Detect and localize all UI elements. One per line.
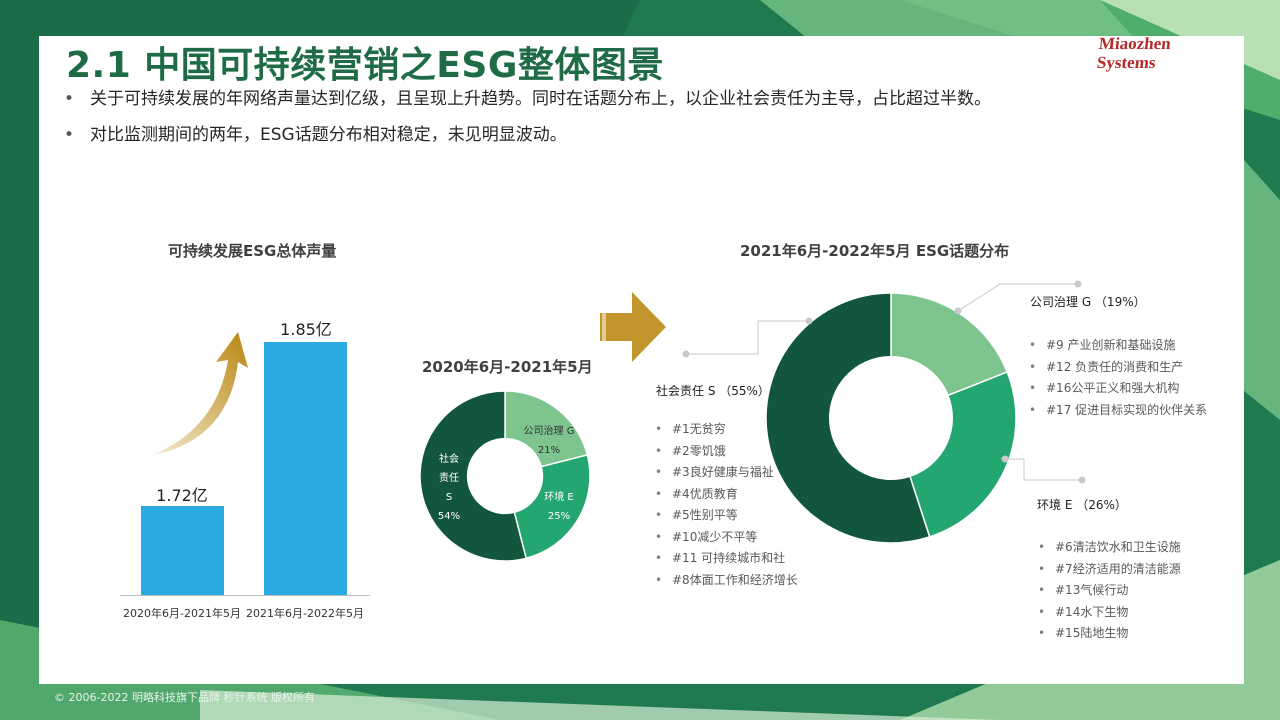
list-item: #16公平正义和强大机构 — [1028, 378, 1207, 400]
list-item: #13气候行动 — [1037, 580, 1181, 602]
governance-category-title: 公司治理 G （19%） — [1030, 295, 1146, 309]
social-category-title: 社会责任 S （55%） — [656, 384, 770, 398]
social-slice — [765, 292, 931, 544]
x-axis — [120, 595, 370, 596]
environment-label-line: 环境 E — [544, 492, 574, 503]
list-item: #10减少不平等 — [654, 527, 798, 549]
small-donut-chart — [419, 390, 591, 562]
environment-slice — [513, 453, 591, 560]
list-item: #3良好健康与福祉 — [654, 462, 798, 484]
list-item: #8体面工作和经济增长 — [654, 570, 798, 592]
environment-items: #6清洁饮水和卫生设施 #7经济适用的清洁能源 #13气候行动 #14水下生物 … — [1037, 537, 1181, 645]
summary-bullets: 关于可持续发展的年网络声量达到亿级，且呈现上升趋势。同时在话题分布上，以企业社会… — [62, 88, 991, 160]
bullet-item: 对比监测期间的两年，ESG话题分布相对稳定，未见明显波动。 — [62, 124, 991, 146]
social-slice — [419, 390, 528, 562]
logo-line-1: Miaozhen — [1098, 34, 1172, 53]
list-item: #5性别平等 — [654, 505, 798, 527]
large-donut-chart — [765, 292, 1017, 544]
copyright-footer: © 2006-2022 明略科技旗下品牌 秒针系统 版权所有 — [54, 691, 315, 704]
governance-label-line: 公司治理 G — [523, 426, 575, 437]
governance-label: 公司治理 G 21% — [518, 422, 580, 460]
bar-chart-title: 可持续发展ESG总体声量 — [168, 242, 337, 260]
list-item: #14水下生物 — [1037, 602, 1181, 624]
list-item: #1无贫穷 — [654, 419, 798, 441]
list-item: #12 负责任的消费和生产 — [1028, 357, 1207, 379]
bar-value-label: 1.85亿 — [280, 320, 332, 339]
governance-slice — [504, 390, 589, 468]
governance-items: #9 产业创新和基础设施 #12 负责任的消费和生产 #16公平正义和强大机构 … — [1028, 335, 1207, 421]
x-tick-label: 2020年6月-2021年5月 — [123, 607, 241, 620]
bar-2020-2021 — [141, 506, 224, 595]
social-label-line: 责任 — [439, 473, 459, 484]
social-label-line: S — [445, 492, 453, 503]
governance-slice — [890, 292, 1009, 397]
social-label-line: 社会 — [439, 454, 459, 465]
environment-slice — [908, 371, 1017, 538]
list-item: #6清洁饮水和卫生设施 — [1037, 537, 1181, 559]
miaozhen-logo: Miaozhen Systems — [1096, 34, 1174, 72]
environment-label: 环境 E 25% — [536, 488, 582, 526]
social-label: 社会 责任 S 54% — [430, 450, 468, 526]
list-item: #9 产业创新和基础设施 — [1028, 335, 1207, 357]
governance-percent: 21% — [537, 445, 561, 456]
rising-arrow-icon — [152, 332, 248, 455]
small-donut-title: 2020年6月-2021年5月 — [422, 358, 593, 376]
list-item: #11 可持续城市和社 — [654, 548, 798, 570]
social-items: #1无贫穷 #2零饥饿 #3良好健康与福祉 #4优质教育 #5性别平等 #10减… — [654, 419, 798, 591]
list-item: #15陆地生物 — [1037, 623, 1181, 645]
x-tick-label: 2021年6月-2022年5月 — [246, 607, 364, 620]
large-donut-title: 2021年6月-2022年5月 ESG话题分布 — [740, 242, 1010, 260]
environment-category-title: 环境 E （26%） — [1037, 498, 1127, 512]
page-title: 2.1 中国可持续营销之ESG整体图景 — [66, 45, 664, 86]
chevron-arrow-right-icon — [600, 292, 666, 362]
social-percent: 54% — [437, 511, 461, 522]
bullet-item: 关于可持续发展的年网络声量达到亿级，且呈现上升趋势。同时在话题分布上，以企业社会… — [62, 88, 991, 110]
bar-value-label: 1.72亿 — [156, 486, 208, 505]
list-item: #17 促进目标实现的伙伴关系 — [1028, 400, 1207, 422]
list-item: #7经济适用的清洁能源 — [1037, 559, 1181, 581]
list-item: #2零饥饿 — [654, 441, 798, 463]
list-item: #4优质教育 — [654, 484, 798, 506]
environment-percent: 25% — [547, 511, 571, 522]
logo-line-2: Systems — [1096, 53, 1157, 72]
bar-2021-2022 — [264, 342, 347, 595]
